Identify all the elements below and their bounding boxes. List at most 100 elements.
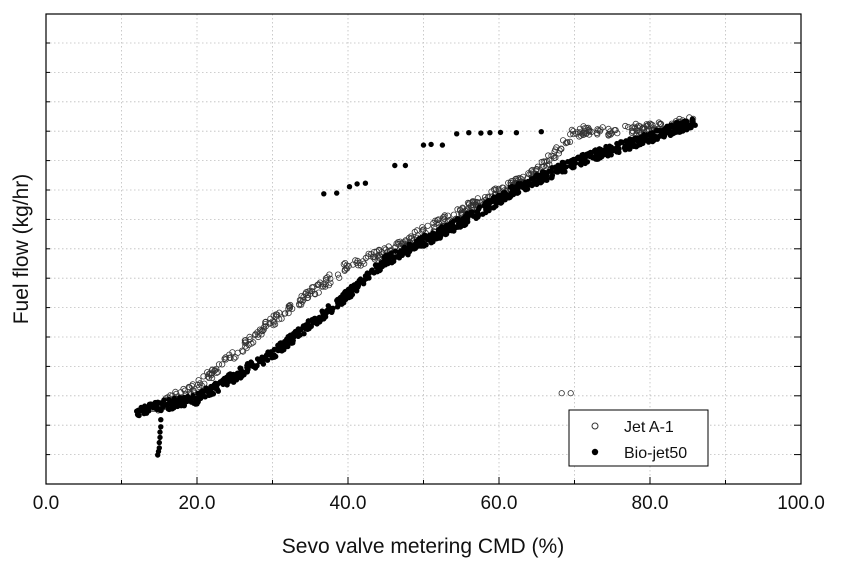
bio-jet50-point xyxy=(570,163,576,170)
legend-label-bio-jet50: Bio-jet50 xyxy=(624,445,687,462)
bio-jet50-point xyxy=(185,395,191,402)
bio-jet50-point xyxy=(650,131,657,138)
bio-jet50-point xyxy=(423,242,429,248)
jet-a1-point xyxy=(200,373,207,380)
jet-a1-point xyxy=(297,297,304,304)
jet-a1-point xyxy=(242,343,249,350)
bio-jet50-point xyxy=(527,181,534,187)
jet-a1-point xyxy=(326,271,333,278)
bio-jet50-point xyxy=(401,248,408,255)
x-axis-title: Sevo valve metering CMD (%) xyxy=(282,535,564,558)
jet-a1-point xyxy=(259,327,266,334)
jet-a1-point xyxy=(343,264,350,272)
jet-a1-point xyxy=(614,130,621,137)
jet-a1-point xyxy=(354,257,361,264)
jet-a1-point xyxy=(529,169,537,176)
bio-jet50-point xyxy=(485,207,491,214)
jet-a1-point xyxy=(431,223,438,231)
jet-a1-point xyxy=(540,158,547,165)
jet-a1-point xyxy=(252,331,259,338)
bio-jet50-point xyxy=(316,314,322,321)
x-tick-label: 60.0 xyxy=(481,493,518,514)
jet-a1-point xyxy=(552,146,559,153)
bio-jet50-point xyxy=(248,362,254,369)
bio-jet50-point xyxy=(533,173,539,179)
jet-a1-point xyxy=(262,319,269,326)
bio-jet50-point xyxy=(300,323,307,329)
bio-jet50-point xyxy=(205,388,211,394)
legend-label-jet-a1: Jet A-1 xyxy=(624,419,674,436)
bio-jet50-point xyxy=(233,377,240,383)
jet-a1-point xyxy=(319,283,327,290)
jet-a1-point xyxy=(278,315,285,322)
bio-jet50-point xyxy=(401,244,407,251)
bio-jet50-point xyxy=(649,138,656,145)
bio-jet50-point xyxy=(481,203,488,209)
jet-a1-point xyxy=(629,127,636,134)
jet-a1-point xyxy=(499,184,506,191)
jet-a1-point xyxy=(570,131,577,138)
bio-jet50-point xyxy=(279,346,286,353)
series-bio-jet50-points xyxy=(134,116,698,458)
bio-jet50-point xyxy=(688,124,694,131)
jet-a1-point xyxy=(334,271,342,278)
bio-jet50-point xyxy=(495,197,501,203)
bio-jet50-point xyxy=(418,239,424,245)
bio-jet50-point xyxy=(654,136,660,142)
bio-jet50-point xyxy=(511,187,517,193)
bio-jet50-point xyxy=(362,180,369,186)
jet-a1-point xyxy=(327,275,334,282)
bio-jet50-point xyxy=(346,294,352,301)
bio-jet50-point xyxy=(680,120,686,126)
jet-a1-point xyxy=(361,260,368,267)
jet-a1-point xyxy=(398,240,405,247)
bio-jet50-point xyxy=(559,169,566,175)
jet-a1-point xyxy=(581,129,588,136)
jet-a1-point xyxy=(458,209,465,216)
bio-jet50-point xyxy=(632,135,639,141)
bio-jet50-point xyxy=(354,181,360,187)
bio-jet50-point xyxy=(692,122,698,128)
bio-jet50-point xyxy=(334,190,340,196)
bio-jet50-point xyxy=(513,130,520,136)
jet-a1-point xyxy=(281,310,288,317)
jet-a1-point xyxy=(352,257,359,264)
bio-jet50-point xyxy=(324,307,330,314)
bio-jet50-point xyxy=(195,399,201,405)
jet-a1-point xyxy=(219,361,226,368)
x-tick-label: 20.0 xyxy=(179,493,216,514)
bio-jet50-point xyxy=(430,236,436,242)
bio-jet50-point xyxy=(390,254,396,260)
bio-jet50-point xyxy=(502,189,508,196)
jet-a1-point xyxy=(315,289,322,296)
bio-jet50-point xyxy=(215,380,221,387)
bio-jet50-point xyxy=(478,130,484,136)
jet-a1-point xyxy=(424,222,431,229)
jet-a1-point xyxy=(639,124,646,132)
bio-jet50-point xyxy=(275,343,281,349)
bio-jet50-point xyxy=(392,162,398,169)
bio-jet50-point xyxy=(290,330,297,337)
jet-a1-point xyxy=(285,305,292,312)
jet-a1-point xyxy=(622,122,629,130)
x-tick-label: 40.0 xyxy=(330,493,367,514)
bio-jet50-point xyxy=(625,142,632,148)
jet-a1-point xyxy=(239,347,246,354)
bio-jet50-point xyxy=(158,424,164,430)
bio-jet50-point xyxy=(593,154,600,160)
jet-a1-point xyxy=(546,161,553,168)
jet-a1-point xyxy=(287,301,294,309)
jet-a1-point xyxy=(566,138,574,145)
jet-a1-point xyxy=(248,340,255,347)
bio-jet50-point xyxy=(170,398,176,404)
legend-marker-jet-a1 xyxy=(591,422,599,430)
jet-a1-point xyxy=(568,126,576,133)
x-axis: 0.0 20.0 40.0 60.0 80.0 100.0 xyxy=(33,477,825,514)
jet-a1-point xyxy=(289,305,296,312)
bio-jet50-point xyxy=(396,255,402,261)
bio-jet50-point xyxy=(245,366,251,372)
bio-jet50-point xyxy=(439,142,446,148)
jet-a1-point xyxy=(576,133,583,140)
bio-jet50-point xyxy=(637,141,643,147)
bio-jet50-point xyxy=(295,333,301,339)
